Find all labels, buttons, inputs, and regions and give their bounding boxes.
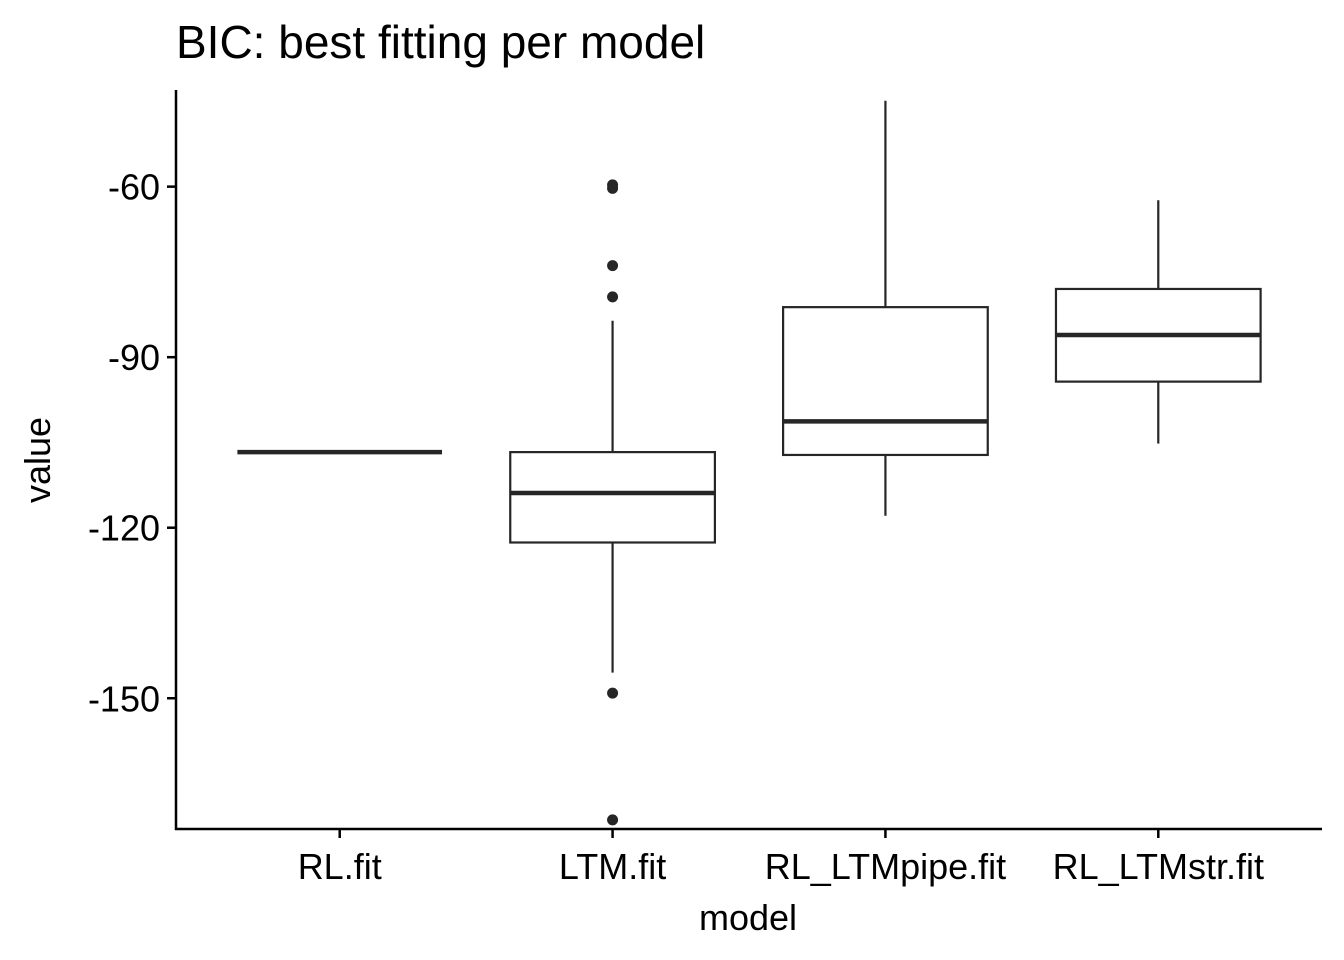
box-group <box>509 179 716 826</box>
y-tick-label: -90 <box>108 337 160 378</box>
outlier-point <box>607 291 619 303</box>
box <box>509 451 716 544</box>
outlier-point <box>607 260 619 272</box>
y-axis: -60 -90 -120 -150 <box>88 90 178 830</box>
x-axis-title: model <box>699 897 797 938</box>
x-tick-label: RL_LTMpipe.fit <box>765 846 1006 887</box>
y-tick-label: -60 <box>108 167 160 208</box>
box-group <box>782 100 989 516</box>
x-tick-label: LTM.fit <box>559 846 666 887</box>
chart-title: BIC: best fitting per model <box>176 16 705 68</box>
boxes <box>237 100 1262 826</box>
box <box>782 306 989 457</box>
outlier-point <box>607 182 619 194</box>
y-tick-label: -120 <box>88 508 160 549</box>
y-tick-label: -150 <box>88 678 160 719</box>
y-axis-title: value <box>17 417 58 503</box>
x-tick-label: RL.fit <box>298 846 382 887</box>
outlier-point <box>607 687 619 699</box>
x-tick-label: RL_LTMstr.fit <box>1053 846 1264 887</box>
box-group <box>1054 200 1262 444</box>
x-axis: RL.fit LTM.fit RL_LTMpipe.fit RL_LTMstr.fit <box>175 827 1322 887</box>
outlier-point <box>607 814 619 826</box>
